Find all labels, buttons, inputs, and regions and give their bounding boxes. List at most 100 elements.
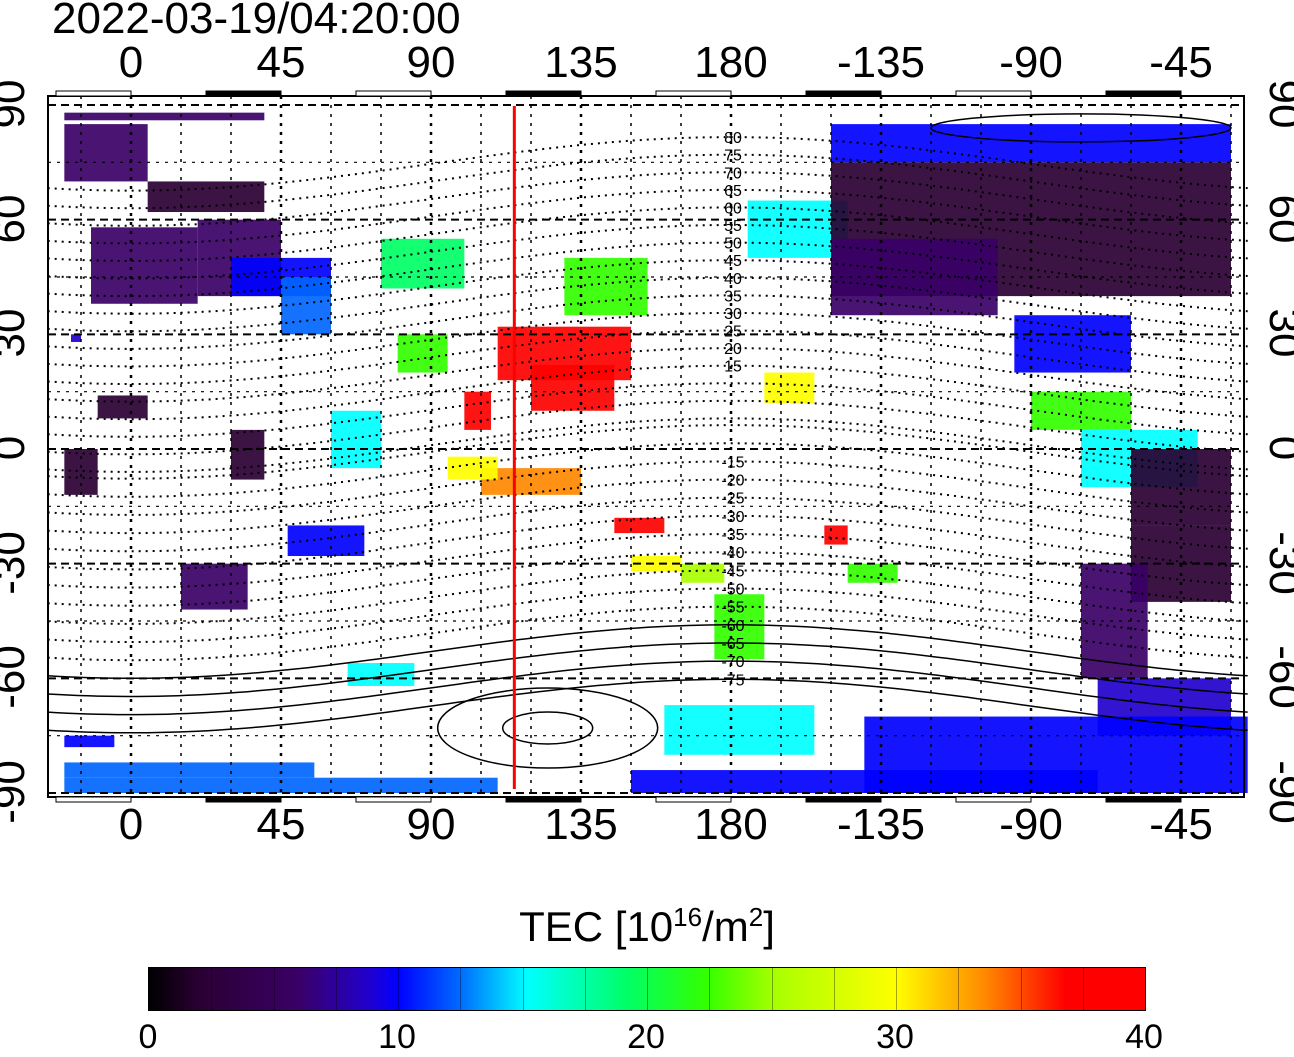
magnetic-latitude-contour: [47, 460, 1248, 516]
frame-ruler: [505, 90, 582, 97]
tec-patch: [64, 777, 498, 793]
magnetic-latitude-label: 75: [724, 148, 742, 165]
colorbar-minor-tick: [896, 968, 897, 1010]
latitude-tick-label: -60: [0, 645, 34, 710]
latitude-tick-label: 90: [0, 79, 34, 129]
magnetic-latitude-label: 80: [724, 130, 742, 147]
latitude-tick-label: -30: [1260, 530, 1294, 595]
tec-patch: [64, 124, 148, 182]
tec-patch: [1031, 391, 1131, 430]
magnetic-latitude-label: 40: [724, 271, 742, 288]
magnetic-latitude-label: -65: [721, 636, 744, 653]
latitude-tick-label: 0: [1259, 398, 1294, 498]
frame-ruler: [355, 796, 432, 803]
tec-patch: [181, 563, 248, 610]
frame-ruler: [955, 90, 1032, 97]
magnetic-latitude-contour: [47, 364, 1248, 421]
longitude-tick-label: -90: [999, 38, 1063, 87]
magnetic-latitude-contour: [47, 605, 1248, 662]
magnetic-latitude-label: 35: [724, 288, 742, 305]
magnetic-latitude-contour: [47, 399, 1248, 456]
colorbar-label-main: TEC [10: [519, 903, 674, 950]
tec-patch: [681, 563, 725, 583]
tec-patch: [71, 334, 81, 342]
latitude-tick-label: -90: [0, 760, 34, 824]
magnetic-latitude-contour: [47, 136, 1248, 192]
colorbar-tick-label: 40: [1125, 1018, 1163, 1056]
magnetic-latitude-label: -30: [721, 509, 744, 526]
magnetic-latitude-label: 30: [724, 306, 742, 323]
magnetic-latitude-contour: [47, 188, 1248, 245]
magnetic-latitude-contour: [47, 241, 1248, 298]
magnetic-latitude-contour: [47, 496, 1248, 553]
tec-patch: [64, 112, 265, 121]
colorbar-minor-tick: [398, 968, 399, 1010]
magnetic-latitude-contour: [47, 642, 1248, 698]
latitude-tick-label: -60: [1260, 645, 1294, 710]
magnetic-latitude-contour: [47, 347, 1248, 403]
magnetic-latitude-contour: [47, 294, 1248, 350]
tec-patch: [1131, 449, 1231, 526]
longitude-tick-label: 180: [694, 800, 768, 849]
magnetic-latitude-label: -20: [721, 473, 744, 490]
colorbar-tick-label: 20: [627, 1018, 665, 1056]
magnetic-latitude-label: 50: [724, 236, 742, 253]
magnetic-latitude-label: 55: [724, 218, 742, 235]
latitude-tick-label: 0: [0, 398, 35, 498]
magnetic-latitude-contour: [47, 532, 1248, 589]
magnetic-latitude-contour: [47, 206, 1248, 262]
frame-ruler: [355, 90, 432, 97]
magnetic-latitude-label: -35: [721, 527, 744, 544]
tec-patch: [614, 517, 665, 534]
tec-patch: [287, 525, 365, 557]
magnetic-latitude-label: -75: [721, 672, 744, 689]
magnetic-latitude-contour: [47, 587, 1248, 643]
frame-ruler: [205, 796, 282, 803]
tec-patch: [764, 372, 815, 404]
tec-patch: [64, 762, 315, 778]
frame-ruler: [505, 796, 582, 803]
magnetic-latitude-label: 15: [724, 359, 742, 376]
magnetic-pole-contour: [436, 687, 659, 769]
latitude-tick-label: 90: [1260, 79, 1294, 129]
longitude-tick-label: 45: [256, 38, 306, 87]
magnetic-latitude-contour: [47, 478, 1248, 535]
magnetic-pole-contour: [930, 113, 1232, 143]
colorbar-minor-tick: [211, 968, 213, 1010]
tec-patch: [631, 556, 681, 572]
frame-ruler: [805, 796, 882, 803]
colorbar-minor-tick: [771, 968, 773, 1010]
magnetic-latitude-contour: [47, 417, 1248, 473]
frame-ruler: [55, 796, 132, 803]
latitude-tick-label: -90: [1260, 760, 1294, 824]
frame-ruler: [655, 90, 732, 97]
tec-patch: [464, 391, 491, 430]
magnetic-pole-contour: [501, 711, 594, 745]
magnetic-latitude-label: -45: [721, 563, 744, 580]
latitude-tick-label: 30: [0, 308, 34, 358]
magnetic-latitude-contour: [47, 276, 1248, 333]
magnetic-latitude-label: 20: [724, 341, 742, 358]
colorbar-minor-tick: [460, 968, 462, 1010]
colorbar-minor-tick: [522, 968, 524, 1010]
magnetic-latitude-label: 45: [724, 253, 742, 270]
colorbar-minor-tick: [709, 968, 711, 1010]
tec-patch: [91, 227, 198, 304]
latitude-tick-label: 30: [1260, 308, 1294, 358]
tec-patch: [824, 525, 848, 545]
tec-patch: [397, 334, 448, 373]
magnetic-latitude-contour: [47, 424, 1248, 480]
longitude-tick-label: -45: [1149, 800, 1213, 849]
magnetic-latitude-contour: [47, 224, 1248, 280]
longitude-tick-label: 180: [694, 38, 768, 87]
frame-ruler: [955, 796, 1032, 803]
magnetic-latitude-contour: [47, 259, 1248, 315]
colorbar-minor-tick: [335, 968, 337, 1010]
colorbar-label-exponent: 16: [673, 902, 703, 932]
frame-ruler: [1105, 796, 1182, 803]
magnetic-latitude-label: 60: [724, 200, 742, 217]
longitude-tick-label: -135: [836, 800, 926, 849]
colorbar-tick-label: 10: [378, 1018, 416, 1056]
tec-patch: [147, 181, 265, 213]
